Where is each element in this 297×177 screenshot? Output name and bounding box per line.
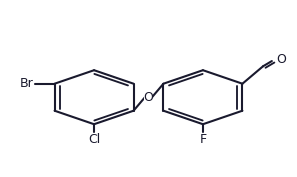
Text: F: F [199,133,206,146]
Text: O: O [276,53,286,66]
Text: Cl: Cl [88,133,100,146]
Text: Br: Br [20,77,34,90]
Text: O: O [143,91,154,104]
